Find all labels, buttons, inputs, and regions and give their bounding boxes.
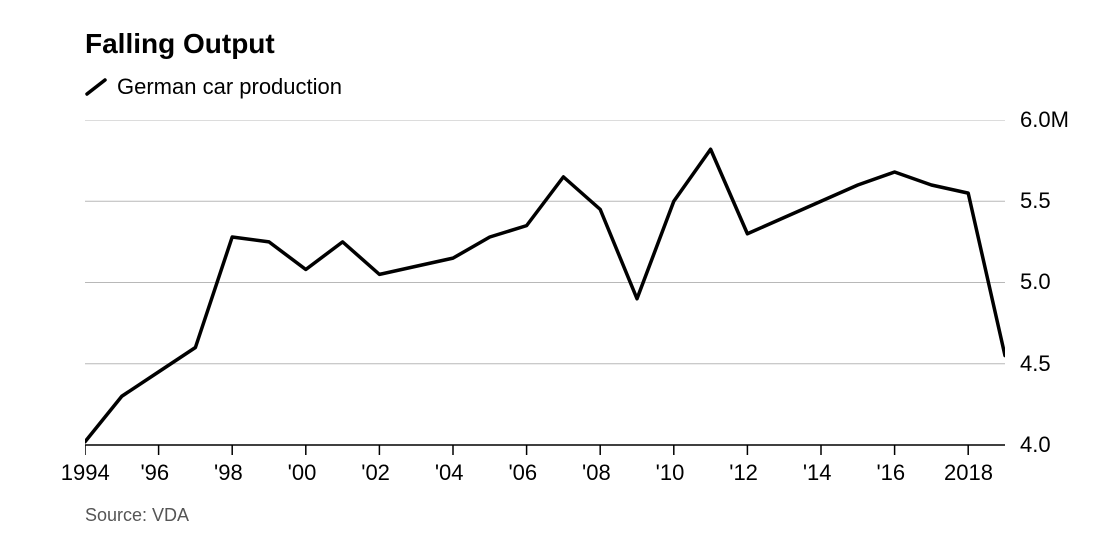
y-axis-label: 4.0 — [1020, 432, 1051, 458]
x-axis-label: '08 — [582, 460, 611, 486]
y-axis-label: 5.5 — [1020, 188, 1051, 214]
x-axis-label: '04 — [435, 460, 464, 486]
chart-source: Source: VDA — [85, 505, 189, 526]
x-axis-label: '14 — [803, 460, 832, 486]
y-axis-label: 6.0M — [1020, 107, 1069, 133]
x-axis-label: '98 — [214, 460, 243, 486]
y-axis-label: 5.0 — [1020, 269, 1051, 295]
chart-plot — [85, 120, 1005, 457]
x-axis-label: '12 — [729, 460, 758, 486]
x-axis-label: 2018 — [944, 460, 993, 486]
chart-container: Falling Output German car production 6.0… — [0, 0, 1100, 549]
y-axis-label: 4.5 — [1020, 351, 1051, 377]
x-axis-label: '96 — [140, 460, 169, 486]
x-axis-label: '16 — [876, 460, 905, 486]
x-axis-label: '00 — [288, 460, 317, 486]
x-axis-label: '02 — [361, 460, 390, 486]
legend-swatch-icon — [85, 78, 107, 96]
chart-title: Falling Output — [85, 28, 275, 60]
x-axis-label: '10 — [656, 460, 685, 486]
x-axis-label: '06 — [508, 460, 537, 486]
x-axis-label: 1994 — [61, 460, 110, 486]
chart-legend: German car production — [85, 74, 342, 100]
legend-label: German car production — [117, 74, 342, 100]
